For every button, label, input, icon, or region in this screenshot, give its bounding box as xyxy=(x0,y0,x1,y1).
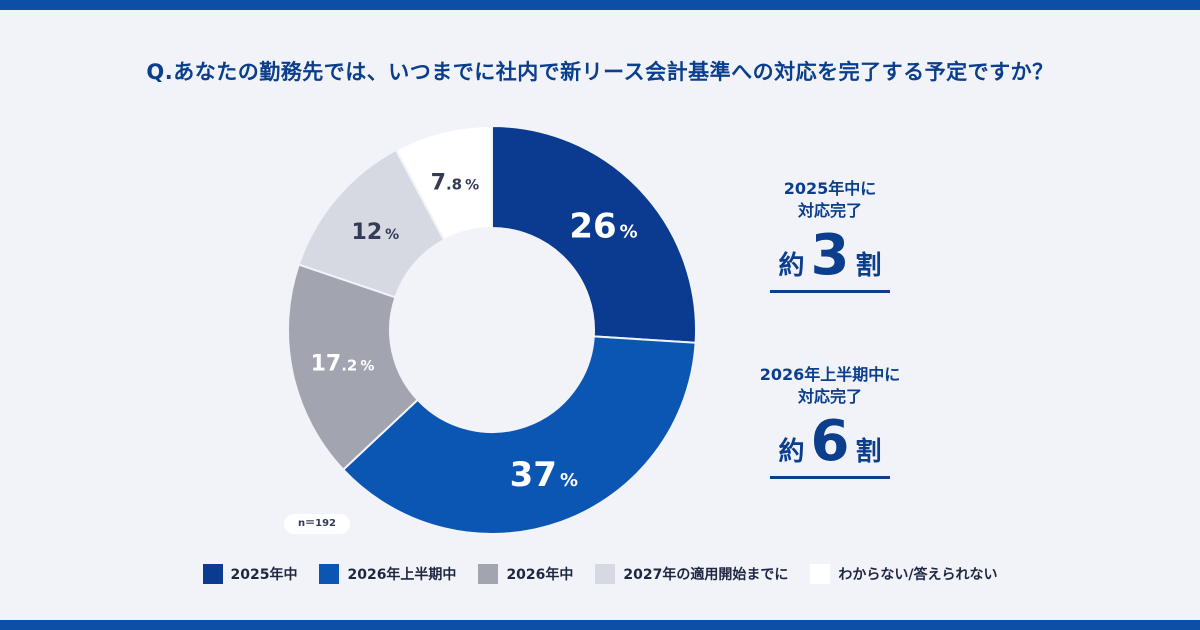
legend-label: 2026年中 xyxy=(506,567,574,583)
callout-caption-line2: 対応完了 xyxy=(797,201,862,220)
legend-item: 2025年中 xyxy=(202,564,298,584)
slice-value-label: 37% xyxy=(510,455,578,495)
legend-swatch xyxy=(810,564,831,584)
donut-slice xyxy=(287,263,420,472)
callout-caption-line2: 対応完了 xyxy=(797,387,862,406)
callout-prefix: 約 xyxy=(778,437,805,467)
callout-caption-line1: 2026年上半期中に xyxy=(759,365,901,384)
donut-slice xyxy=(491,124,697,344)
slice-value-label: 26% xyxy=(569,206,637,246)
chart-legend: 2025年中 2026年上半期中 2026年中 2027年の適用開始までに わか… xyxy=(0,564,1200,584)
legend-label: 2025年中 xyxy=(230,567,298,583)
legend-label: 2027年の適用開始までに xyxy=(623,567,789,583)
sample-size-badge: n＝192 xyxy=(284,514,350,534)
legend-label: わからない/答えられない xyxy=(838,567,998,583)
callout-suffix: 割 xyxy=(855,437,882,467)
legend-item: 2026年上半期中 xyxy=(319,564,456,584)
callout-underline xyxy=(770,476,890,479)
callout-underline xyxy=(770,290,890,293)
legend-swatch xyxy=(595,564,616,584)
callout-suffix: 割 xyxy=(855,251,882,281)
donut-slice xyxy=(394,124,493,242)
legend-item: 2027年の適用開始までに xyxy=(595,564,788,584)
slice-value-label: 17.2% xyxy=(311,351,375,376)
slice-value-label: 12% xyxy=(352,220,400,245)
top-accent-bar xyxy=(0,0,1200,10)
callout-number: 6 xyxy=(810,409,850,474)
callout-number: 3 xyxy=(810,223,850,288)
bottom-accent-bar xyxy=(0,620,1200,630)
survey-question: Q.あなたの勤務先では、いつまでに社内で新リース会計基準への対応を完了する予定で… xyxy=(146,60,1054,84)
legend-swatch xyxy=(202,564,223,584)
donut-chart: 26 % 37 % 17.2 % 12 % 7.8% xyxy=(287,124,697,535)
callout-prefix: 約 xyxy=(778,251,805,281)
legend-label: 2026年上半期中 xyxy=(347,567,457,583)
legend-swatch xyxy=(478,564,499,584)
legend-swatch xyxy=(319,564,340,584)
callout-caption-line1: 2025年中に xyxy=(783,179,877,198)
donut-slice xyxy=(341,335,697,535)
slice-value-label: 7.8% xyxy=(431,171,479,196)
legend-item: 2026年中 xyxy=(478,564,573,584)
legend-item: わからない/答えられない xyxy=(810,564,998,584)
